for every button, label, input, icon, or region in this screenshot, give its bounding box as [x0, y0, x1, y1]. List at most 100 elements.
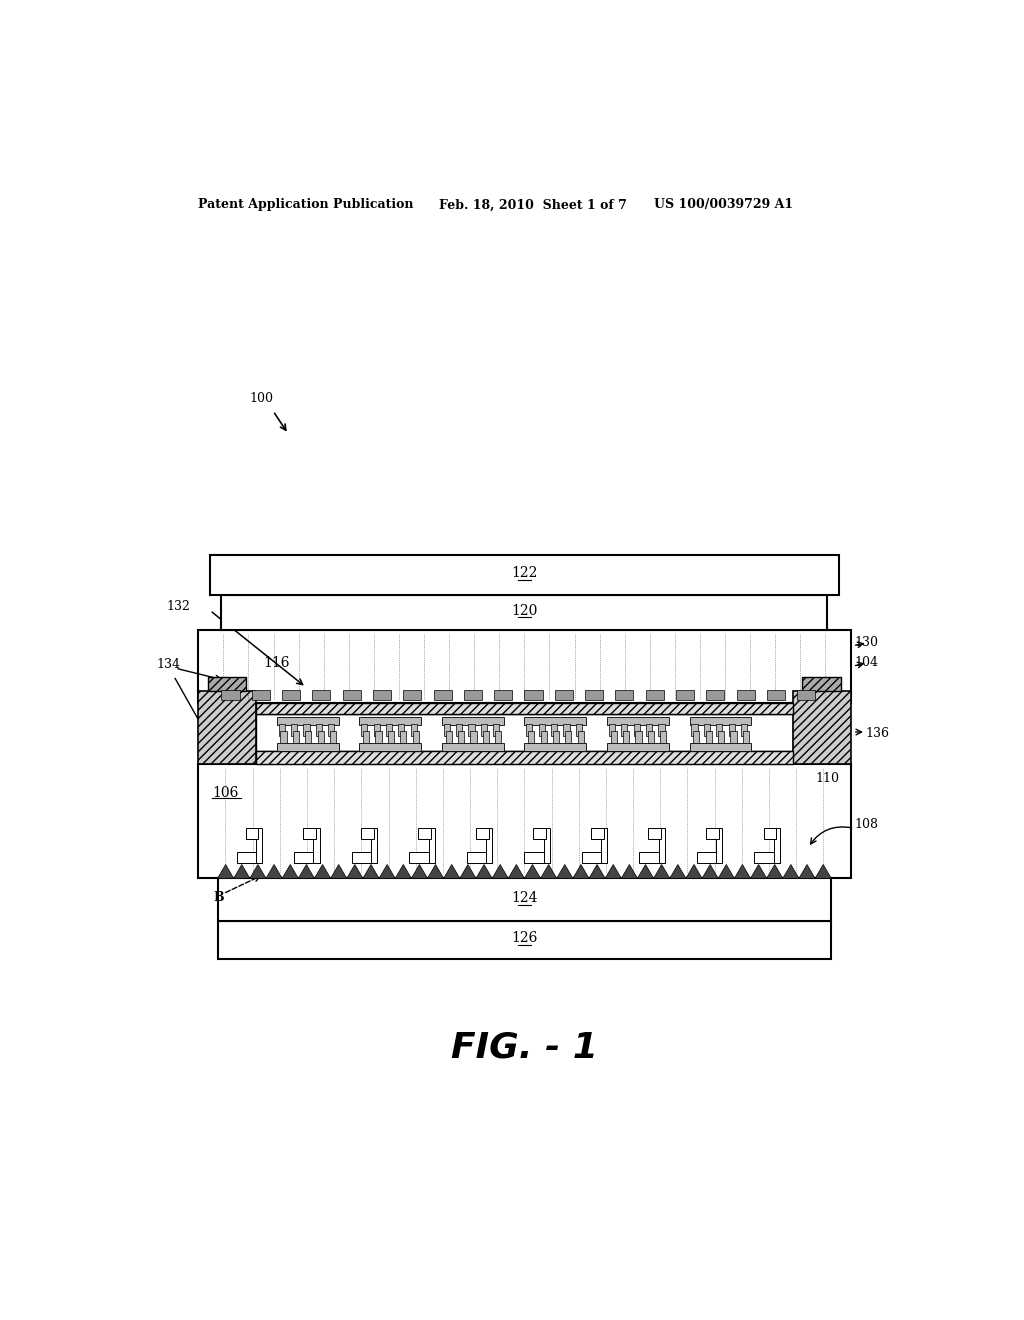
Bar — [691, 723, 697, 737]
Polygon shape — [379, 865, 395, 878]
Bar — [458, 730, 464, 743]
Bar — [615, 689, 634, 701]
Bar — [703, 723, 710, 737]
Bar — [330, 730, 336, 743]
Bar — [328, 723, 334, 737]
Bar — [707, 689, 724, 701]
Bar — [728, 723, 735, 737]
Text: 100: 100 — [250, 392, 273, 405]
Bar — [279, 723, 285, 737]
Bar — [210, 554, 839, 595]
Bar — [445, 730, 452, 743]
Bar — [639, 853, 665, 863]
Bar — [362, 730, 370, 743]
Bar — [441, 743, 504, 751]
Bar — [246, 829, 258, 840]
Bar — [730, 730, 736, 743]
Bar — [361, 723, 368, 737]
Polygon shape — [767, 865, 782, 878]
Bar — [689, 718, 752, 725]
Polygon shape — [362, 865, 379, 878]
Bar — [718, 730, 724, 743]
Bar — [524, 689, 543, 701]
Bar — [716, 723, 722, 737]
Text: 116: 116 — [264, 656, 290, 669]
Bar — [767, 689, 785, 701]
Text: 130: 130 — [854, 636, 879, 649]
Bar — [591, 829, 603, 840]
Bar — [563, 723, 569, 737]
Polygon shape — [460, 865, 476, 878]
Bar — [315, 723, 322, 737]
Bar — [486, 829, 493, 863]
Text: Patent Application Publication: Patent Application Publication — [199, 198, 414, 211]
Bar — [476, 829, 488, 840]
Polygon shape — [782, 865, 799, 878]
Bar — [386, 723, 392, 737]
Polygon shape — [217, 865, 233, 878]
Bar — [634, 723, 640, 737]
Bar — [359, 743, 421, 751]
Polygon shape — [283, 865, 298, 878]
Bar — [256, 751, 793, 764]
Bar — [601, 829, 607, 863]
Bar — [317, 730, 324, 743]
Bar — [398, 723, 404, 737]
Bar — [706, 730, 712, 743]
Bar — [400, 730, 407, 743]
Bar — [623, 730, 630, 743]
Bar — [199, 630, 851, 702]
Bar — [359, 718, 421, 725]
Bar — [494, 723, 500, 737]
Bar — [658, 829, 665, 863]
Bar — [793, 692, 851, 764]
Bar — [221, 689, 240, 701]
Text: 104: 104 — [854, 656, 879, 669]
Polygon shape — [605, 865, 622, 878]
Bar — [693, 730, 699, 743]
Bar — [374, 723, 380, 737]
Bar — [764, 829, 776, 840]
Bar — [551, 723, 557, 737]
Polygon shape — [622, 865, 638, 878]
Bar — [388, 730, 394, 743]
Bar — [585, 689, 603, 701]
Bar — [645, 689, 664, 701]
Bar — [371, 829, 377, 863]
Bar — [360, 829, 374, 840]
Bar — [575, 723, 582, 737]
Bar — [208, 677, 246, 692]
Bar — [802, 677, 841, 692]
Bar — [706, 829, 719, 840]
Polygon shape — [427, 865, 443, 878]
Bar — [495, 730, 502, 743]
Bar — [689, 743, 752, 751]
Bar — [539, 723, 545, 737]
Bar — [736, 689, 755, 701]
Polygon shape — [508, 865, 524, 878]
Polygon shape — [331, 865, 347, 878]
Bar — [648, 730, 654, 743]
Polygon shape — [395, 865, 412, 878]
Bar — [256, 702, 793, 714]
Bar — [237, 853, 262, 863]
Bar — [403, 689, 422, 701]
Bar — [607, 743, 669, 751]
Text: 120: 120 — [511, 603, 538, 618]
Text: 108: 108 — [854, 818, 879, 832]
Bar — [555, 689, 572, 701]
Bar — [281, 730, 287, 743]
Text: 106: 106 — [212, 785, 239, 800]
Bar — [221, 595, 827, 630]
Polygon shape — [493, 865, 508, 878]
Bar — [609, 723, 615, 737]
Bar — [303, 723, 309, 737]
Bar — [526, 723, 532, 737]
Bar — [433, 689, 452, 701]
Bar — [291, 723, 297, 737]
Bar — [534, 829, 546, 840]
Polygon shape — [314, 865, 331, 878]
Bar — [282, 689, 300, 701]
Bar — [741, 723, 748, 737]
Text: 134: 134 — [156, 657, 180, 671]
